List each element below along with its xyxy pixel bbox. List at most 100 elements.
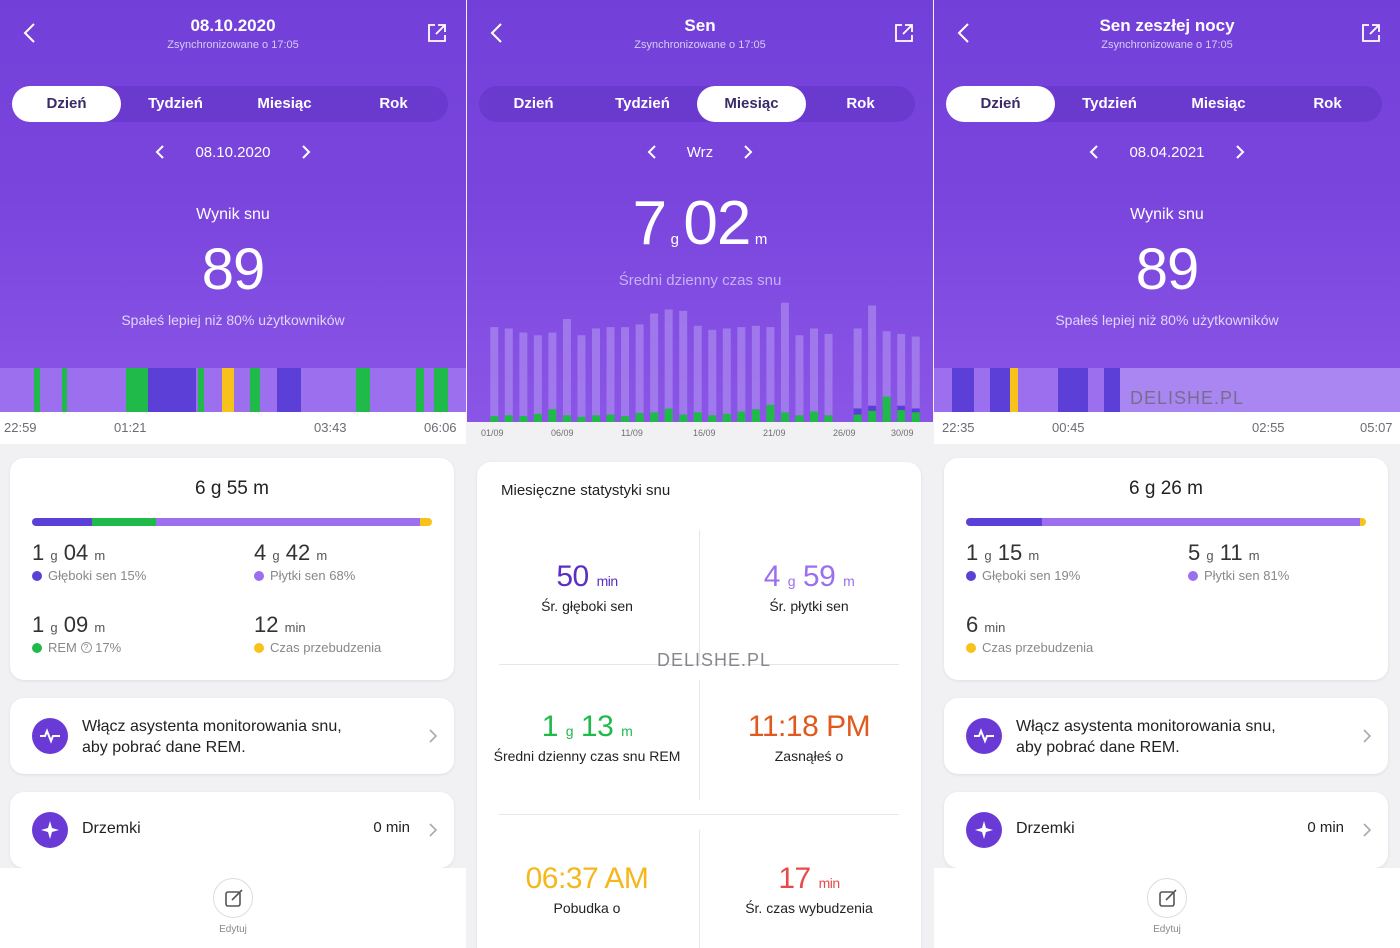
x-tick: 11/09	[621, 428, 643, 438]
stat-deep: 1 g 04 m Głęboki sen 15%	[32, 540, 147, 583]
previous-date-icon[interactable]	[1087, 144, 1101, 160]
bar-light	[1042, 518, 1360, 526]
tab-week[interactable]: Tydzień	[1082, 95, 1137, 112]
tab-week[interactable]: Tydzień	[148, 95, 203, 112]
share-icon[interactable]	[893, 22, 915, 44]
bar-rem-30/09	[911, 412, 920, 422]
tab-month[interactable]: Miesiąc	[257, 95, 312, 112]
edit-label: Edytuj	[219, 924, 247, 935]
timeline-rem	[434, 368, 448, 412]
bar-total-20/09	[766, 327, 775, 422]
time-label: 06:06	[424, 420, 457, 435]
sleep-timeline	[0, 368, 466, 412]
sleep-timeline: DELISHE.PL	[934, 368, 1400, 412]
bar-total-08/09	[592, 328, 600, 422]
bar-total-13/09	[664, 309, 673, 422]
tab-day[interactable]: Dzień	[12, 86, 121, 122]
monthly-sleep-chart	[490, 302, 920, 422]
divider	[699, 680, 700, 800]
bar-total-17/09	[722, 328, 731, 422]
tab-day[interactable]: Dzień	[946, 86, 1055, 122]
stat-wake-up: 06:37 AM Pobudka o	[525, 862, 649, 916]
tab-month[interactable]: Miesiąc	[1191, 95, 1246, 112]
next-date-icon[interactable]	[299, 144, 313, 160]
naps-row[interactable]: Drzemki 0 min	[10, 792, 454, 868]
panel-day: 08.10.2020 Zsynchronizowane o 17:05 Dzie…	[0, 0, 466, 948]
current-month: Wrz	[686, 143, 714, 161]
bar-rem-27/09	[868, 410, 877, 422]
footer-bar: Edytuj	[934, 868, 1400, 948]
sleep-summary-card: 6 g 26 m 1 g 15 m Głęboki sen 19% 5 g 11…	[944, 458, 1388, 680]
timeline-rem	[62, 368, 67, 412]
chevron-right-icon	[429, 729, 438, 743]
deep-dot	[32, 570, 42, 581]
naps-row[interactable]: Drzemki 0 min	[944, 792, 1388, 868]
heartbeat-icon	[32, 718, 68, 754]
stat-awake: 6 min Czas przebudzenia	[966, 612, 1094, 655]
page-title: Sen zeszłej nocy	[1099, 16, 1235, 35]
next-month-icon[interactable]	[741, 144, 755, 160]
share-icon[interactable]	[1360, 22, 1382, 44]
bar-total-01/09	[490, 327, 499, 422]
current-date: 08.10.2020	[195, 143, 271, 161]
timeline-deep	[1058, 368, 1088, 412]
tab-day[interactable]: Dzień	[513, 95, 554, 112]
help-icon[interactable]: ?	[80, 642, 92, 653]
period-tabs: Dzień Tydzień Miesiąc Rok	[946, 86, 1382, 122]
previous-month-icon[interactable]	[645, 144, 659, 160]
x-tick: 26/09	[833, 428, 856, 438]
bar-rem-05/09	[548, 409, 557, 422]
bar-total-10/09	[621, 327, 630, 422]
sleep-score: 89	[1135, 237, 1200, 302]
timeline-rem	[198, 368, 204, 412]
bar-total-04/09	[533, 335, 542, 422]
naps-label: Drzemki	[82, 820, 141, 837]
stat-avg-deep: 50 min Śr. głęboki sen	[541, 560, 633, 614]
deep-dot	[966, 570, 976, 581]
stat-awake: 12 min Czas przebudzenia	[254, 612, 382, 655]
bar-rem-22/09	[795, 415, 804, 422]
timeline-rem	[416, 368, 424, 412]
hero-header	[0, 0, 466, 412]
rem-assistant-row[interactable]: Włącz asystenta monitorowania snu, aby po…	[944, 698, 1388, 774]
month-navigator: Wrz	[467, 140, 933, 164]
awake-dot	[254, 642, 264, 653]
bar-rem-24/09	[824, 415, 833, 422]
edit-button[interactable]	[213, 878, 253, 918]
divider	[499, 664, 899, 665]
tab-month[interactable]: Miesiąc	[697, 86, 806, 122]
tab-year[interactable]: Rok	[1313, 95, 1342, 112]
timeline-deep	[952, 368, 974, 412]
page-title: 08.10.2020	[190, 16, 276, 35]
sleep-composition-bar	[966, 518, 1366, 526]
bar-total-21/09	[780, 302, 789, 422]
awake-dot	[966, 642, 976, 653]
bar-rem-23/09	[810, 411, 818, 422]
timeline-rem	[126, 368, 148, 412]
next-date-icon[interactable]	[1233, 144, 1247, 160]
back-arrow-icon[interactable]	[487, 22, 507, 44]
sleep-score: 89	[201, 237, 266, 302]
card-title: Miesięczne statystyki snu	[501, 482, 671, 499]
back-arrow-icon[interactable]	[954, 22, 974, 44]
rem-assistant-row[interactable]: Włącz asystenta monitorowania snu, aby po…	[10, 698, 454, 774]
bar-rem-02/09	[504, 415, 513, 422]
previous-date-icon[interactable]	[153, 144, 167, 160]
bar-deep	[32, 518, 92, 526]
edit-button[interactable]	[1147, 878, 1187, 918]
bar-total-02/09	[504, 328, 513, 422]
bar-rem-29/09	[897, 410, 906, 422]
watermark: DELISHE.PL	[1130, 388, 1245, 408]
tab-year[interactable]: Rok	[846, 95, 875, 112]
x-tick: 01/09	[481, 428, 504, 438]
score-label: Wynik snu	[1130, 206, 1204, 223]
bar-awake	[1360, 518, 1366, 526]
period-tabs: Dzień Tydzień Miesiąc Rok	[479, 86, 915, 122]
share-icon[interactable]	[426, 22, 448, 44]
tab-year[interactable]: Rok	[379, 95, 408, 112]
tab-week[interactable]: Tydzień	[615, 95, 670, 112]
bar-total-12/09	[650, 313, 659, 422]
back-arrow-icon[interactable]	[20, 22, 40, 44]
stat-rem: 1 g 09 m REM ? 17%	[32, 612, 122, 655]
